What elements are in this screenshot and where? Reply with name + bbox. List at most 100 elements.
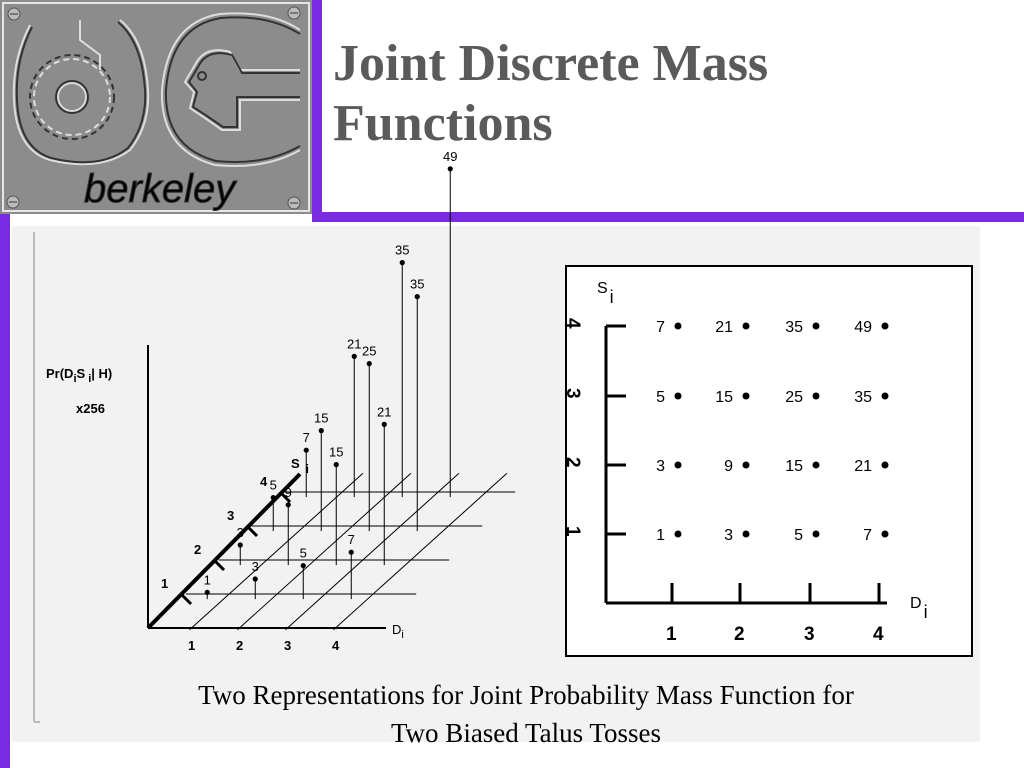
- stem-point: [318, 428, 324, 434]
- stem-value-label: 7: [303, 430, 310, 445]
- gear-letter-icon: [12, 19, 150, 166]
- table-point: [881, 322, 889, 330]
- y-axis-label: Pr(DiS i| H): [46, 366, 112, 385]
- stem-value-label: 15: [314, 411, 328, 426]
- screw-icon: [287, 6, 301, 20]
- stem-value-label: 3: [237, 525, 244, 540]
- accent-bar-horizontal: [312, 212, 1024, 222]
- stem-value-label: 21: [377, 404, 391, 419]
- s-tick-label: 2: [194, 542, 201, 557]
- stem-value-label: 25: [362, 344, 376, 359]
- d-axis-label: Di: [392, 622, 404, 641]
- stem-value-label: 9: [285, 485, 292, 500]
- table-value-label: 5: [656, 389, 665, 406]
- y-axis-label-scale: x256: [76, 401, 105, 416]
- d-tick-label: 4: [332, 638, 340, 653]
- table-point: [881, 461, 889, 469]
- table-value-label: 9: [724, 458, 733, 475]
- stem-point: [252, 576, 258, 582]
- stem-value-label: 21: [347, 336, 361, 351]
- stem-point: [366, 361, 372, 367]
- table-value-label: 7: [863, 527, 872, 544]
- stem-value-label: 7: [348, 532, 355, 547]
- accent-bar-left: [0, 214, 10, 768]
- slide-title: Joint Discrete Mass Functions: [333, 34, 768, 154]
- logo-text: berkeley: [84, 167, 238, 211]
- stem-value-label: 49: [443, 149, 457, 164]
- table-point: [674, 530, 682, 538]
- d-tick-label: 3: [284, 638, 291, 653]
- table-value-label: 5: [794, 527, 803, 544]
- screw-icon: [7, 7, 21, 21]
- grid-line-d: [237, 472, 412, 631]
- table-point: [742, 530, 750, 538]
- stem-point: [348, 549, 354, 555]
- table-value-label: 21: [715, 319, 733, 336]
- stem-point: [447, 166, 453, 172]
- s-tick-label: 1: [161, 576, 168, 591]
- screw-icon: [6, 195, 20, 209]
- table-value-label: 15: [715, 389, 733, 406]
- table-value-label: 7: [656, 319, 665, 336]
- stem-value-label: 1: [204, 572, 211, 587]
- stem-point: [300, 563, 306, 569]
- s-tick: [245, 524, 259, 538]
- table-value-label: 1: [656, 527, 665, 544]
- table-frame: [565, 265, 973, 657]
- table-point: [742, 461, 750, 469]
- table-value-label: 25: [785, 389, 803, 406]
- s-tick: [179, 592, 193, 606]
- table-point: [812, 530, 820, 538]
- stem-point: [414, 294, 420, 300]
- title-line-1: Joint Discrete Mass: [333, 35, 769, 92]
- s-tick-label: 4: [562, 318, 583, 329]
- grid-3d: [185, 472, 516, 631]
- table-value-label: 21: [854, 458, 872, 475]
- table-point: [674, 392, 682, 400]
- title-line-2: Functions: [333, 95, 553, 152]
- accent-bar-vertical: [312, 0, 322, 222]
- stem-value-label: 5: [270, 478, 277, 493]
- s-tick-label: 1: [562, 526, 583, 537]
- table-point: [812, 392, 820, 400]
- stem-point: [399, 260, 405, 266]
- stem-value-label: 5: [300, 546, 307, 561]
- s-tick: [278, 490, 292, 504]
- s-tick: [212, 558, 226, 572]
- stem-value-label: 15: [329, 445, 343, 460]
- caption-line-1: Two Representations for Joint Probabilit…: [198, 680, 854, 710]
- table-value-label: 35: [854, 389, 872, 406]
- stem-point: [270, 495, 276, 501]
- table-value-label: 15: [785, 458, 803, 475]
- grid-line-d: [285, 472, 460, 631]
- d-tick-label: 4: [873, 624, 884, 645]
- caption-line-2: Two Biased Talus Tosses: [390, 718, 662, 748]
- stem-point: [204, 589, 210, 596]
- stem-value-label: 3: [252, 559, 259, 574]
- table-point: [881, 392, 889, 400]
- table-value-label: 49: [854, 319, 872, 336]
- stem-point: [237, 542, 243, 548]
- head-letter-icon: [160, 12, 301, 167]
- table-point: [812, 461, 820, 469]
- s-tick-label: 3: [227, 508, 234, 523]
- d-tick-label: 1: [188, 638, 195, 653]
- table-point: [674, 322, 682, 330]
- grid-line-d: [189, 472, 364, 631]
- d-tick-label: 2: [734, 624, 745, 645]
- stem-point: [351, 353, 357, 359]
- stem-value-label: 35: [395, 243, 409, 258]
- screw-icon: [287, 196, 301, 210]
- s-tick-label: 2: [562, 457, 583, 468]
- table-point: [742, 392, 750, 400]
- d-tick-label: 1: [666, 624, 677, 645]
- stem-point: [333, 462, 339, 468]
- table-value-label: 3: [656, 458, 665, 475]
